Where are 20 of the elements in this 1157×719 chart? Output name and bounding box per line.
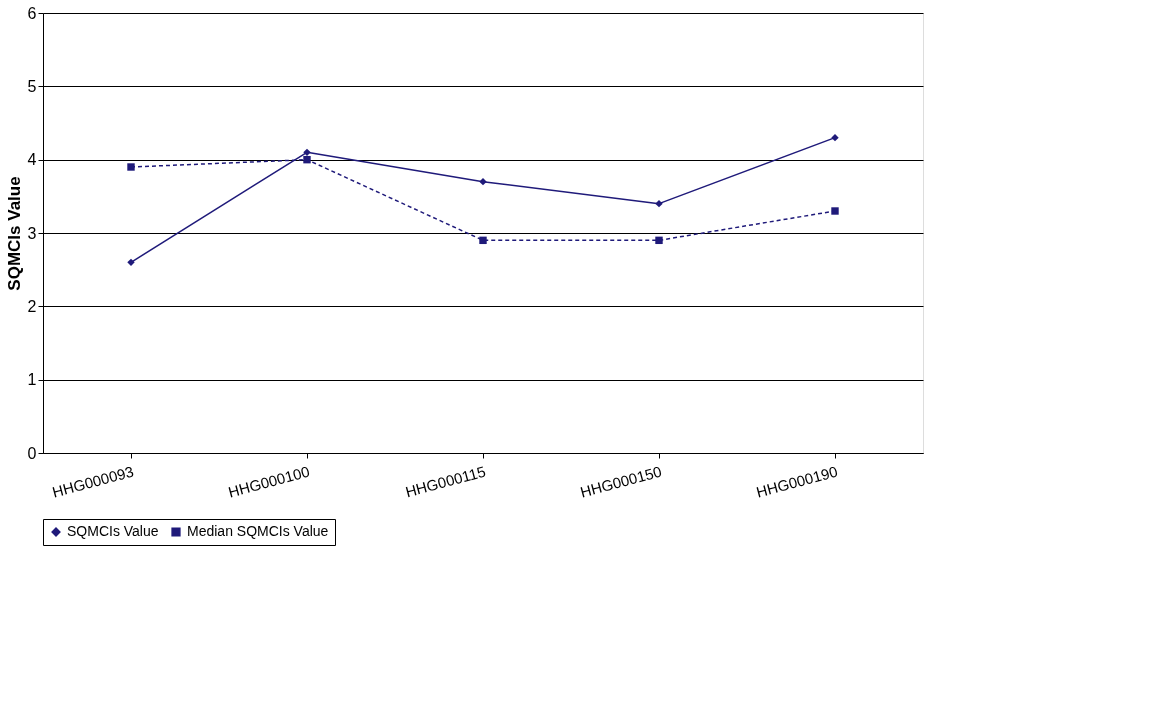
- legend-label: Median SQMCIs Value: [187, 523, 329, 539]
- y-tick-label: 3: [27, 224, 37, 242]
- point: [831, 133, 839, 142]
- y-tick-label: 6: [27, 4, 37, 22]
- point: [831, 207, 839, 215]
- y-tick-label: 5: [27, 77, 37, 95]
- point: [303, 155, 311, 164]
- point: [655, 236, 663, 245]
- point: [303, 148, 311, 157]
- point: [127, 258, 135, 267]
- y-tick-label: 2: [27, 297, 37, 315]
- point: [127, 163, 135, 171]
- point: [655, 199, 663, 208]
- y-tick-label: 0: [27, 444, 37, 462]
- legend-label: SQMCIs Value: [67, 523, 159, 539]
- y-tick-label: 1: [27, 371, 37, 389]
- point: [479, 236, 487, 245]
- point: [479, 177, 487, 186]
- y-tick-label: 4: [27, 151, 37, 169]
- y-axis-title: SQMCIs Value: [4, 176, 24, 291]
